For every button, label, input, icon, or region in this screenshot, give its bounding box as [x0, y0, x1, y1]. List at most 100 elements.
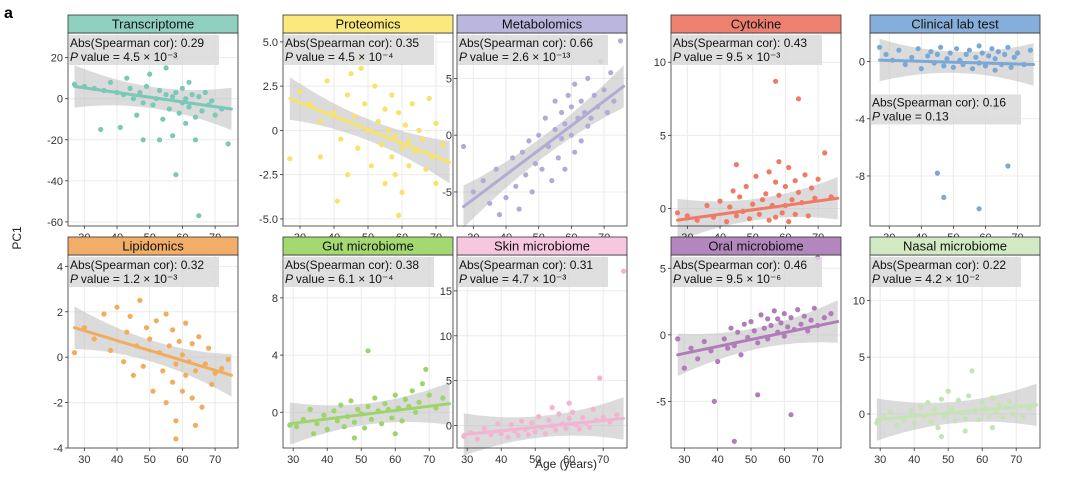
regression-line: [676, 196, 840, 222]
data-point: [549, 178, 555, 184]
data-point: [385, 127, 391, 133]
data-point: [345, 92, 351, 98]
data-point: [795, 96, 802, 102]
data-point: [163, 92, 169, 98]
data-point: [192, 114, 199, 120]
data-point: [986, 413, 992, 419]
data-point: [578, 138, 584, 144]
data-point: [568, 132, 575, 138]
data-point: [741, 321, 747, 327]
data-point: [766, 217, 772, 223]
data-point: [419, 136, 425, 142]
panel-clinical-lab-test: Abs(Spearman cor): 0.16P value = 0.13 Cli…: [855, 14, 1041, 244]
data-point: [192, 137, 199, 143]
data-point: [715, 358, 721, 365]
data-point: [938, 434, 945, 440]
data-point: [382, 180, 388, 187]
data-point: [782, 183, 789, 190]
data-point: [934, 51, 941, 58]
data-point: [918, 66, 924, 72]
y-tick-label: 5: [660, 130, 666, 142]
data-point: [753, 173, 759, 179]
data-point: [568, 104, 575, 110]
data-point: [570, 409, 576, 415]
data-point: [338, 402, 344, 408]
data-point: [730, 188, 736, 194]
data-point: [976, 206, 982, 212]
data-point: [932, 406, 938, 412]
y-tick-label: 5: [660, 263, 666, 275]
data-point: [590, 406, 596, 412]
y-tick-label: 5: [859, 352, 865, 364]
panels-group: Abs(Spearman cor): 0.29P value = 4.5 × 1…: [47, 14, 1041, 466]
data-point: [549, 405, 555, 411]
data-point: [402, 396, 408, 402]
data-point: [768, 322, 774, 329]
p-value-label: P value = 4.5 × 10⁻⁴: [285, 50, 393, 64]
regression-line: [878, 58, 1036, 66]
data-point: [773, 78, 779, 84]
data-point: [426, 392, 432, 398]
data-point: [792, 211, 798, 217]
y-tick-label: 10: [654, 57, 666, 69]
data-point: [572, 149, 578, 155]
data-point: [738, 352, 744, 358]
regression-line: [73, 84, 233, 111]
panel-title: Nasal microbiome: [903, 239, 1007, 254]
data-point: [202, 89, 208, 96]
data-point: [419, 381, 425, 387]
data-point: [773, 179, 779, 185]
regression-line: [288, 97, 452, 164]
data-point: [519, 418, 525, 424]
data-point: [140, 363, 146, 369]
data-point: [137, 297, 143, 303]
y-tick-label: 0: [859, 409, 865, 421]
data-point: [761, 325, 767, 331]
panel-strip: [282, 236, 454, 256]
panel-nasal-microbiome: Abs(Spearman cor): 0.22P value = 4.2 × 1…: [853, 236, 1041, 466]
y-tick-label: 0: [660, 203, 666, 215]
p-value-label: P value = 4.2 × 10⁻²: [872, 272, 979, 286]
data-point: [877, 44, 883, 50]
data-point: [189, 92, 195, 98]
y-tick-label: 0: [660, 330, 666, 342]
data-point: [137, 89, 143, 96]
data-point: [896, 47, 902, 53]
data-point: [1014, 50, 1021, 56]
data-point: [173, 436, 179, 442]
data-point: [324, 426, 330, 432]
data-point: [423, 366, 429, 372]
data-point: [440, 395, 446, 401]
data-point: [183, 120, 189, 126]
data-point: [617, 38, 624, 44]
data-point: [196, 334, 202, 340]
data-point: [192, 368, 199, 374]
y-tick-label: -5: [656, 396, 666, 408]
panel-title: Metabolomics: [502, 17, 583, 32]
data-point: [601, 87, 607, 93]
data-point: [130, 96, 136, 102]
data-point: [1000, 414, 1006, 420]
data-point: [562, 166, 568, 172]
data-point: [711, 398, 717, 404]
data-point: [341, 424, 347, 430]
data-point: [925, 53, 931, 59]
data-point: [532, 161, 539, 167]
x-tick-label: 70: [1010, 454, 1022, 466]
data-point: [735, 329, 741, 335]
data-point: [681, 365, 687, 371]
y-tick-label: -20: [47, 135, 63, 147]
data-point: [775, 316, 781, 322]
data-point: [1006, 398, 1013, 405]
data-point: [918, 404, 924, 410]
data-point: [389, 154, 395, 160]
data-point: [294, 424, 300, 430]
data-point: [765, 316, 771, 322]
data-point: [117, 124, 123, 130]
data-point: [287, 156, 293, 162]
panel-title: Cytokine: [731, 17, 782, 32]
x-tick-label: 50: [529, 454, 541, 466]
data-point: [173, 361, 179, 367]
data-point: [789, 197, 795, 203]
